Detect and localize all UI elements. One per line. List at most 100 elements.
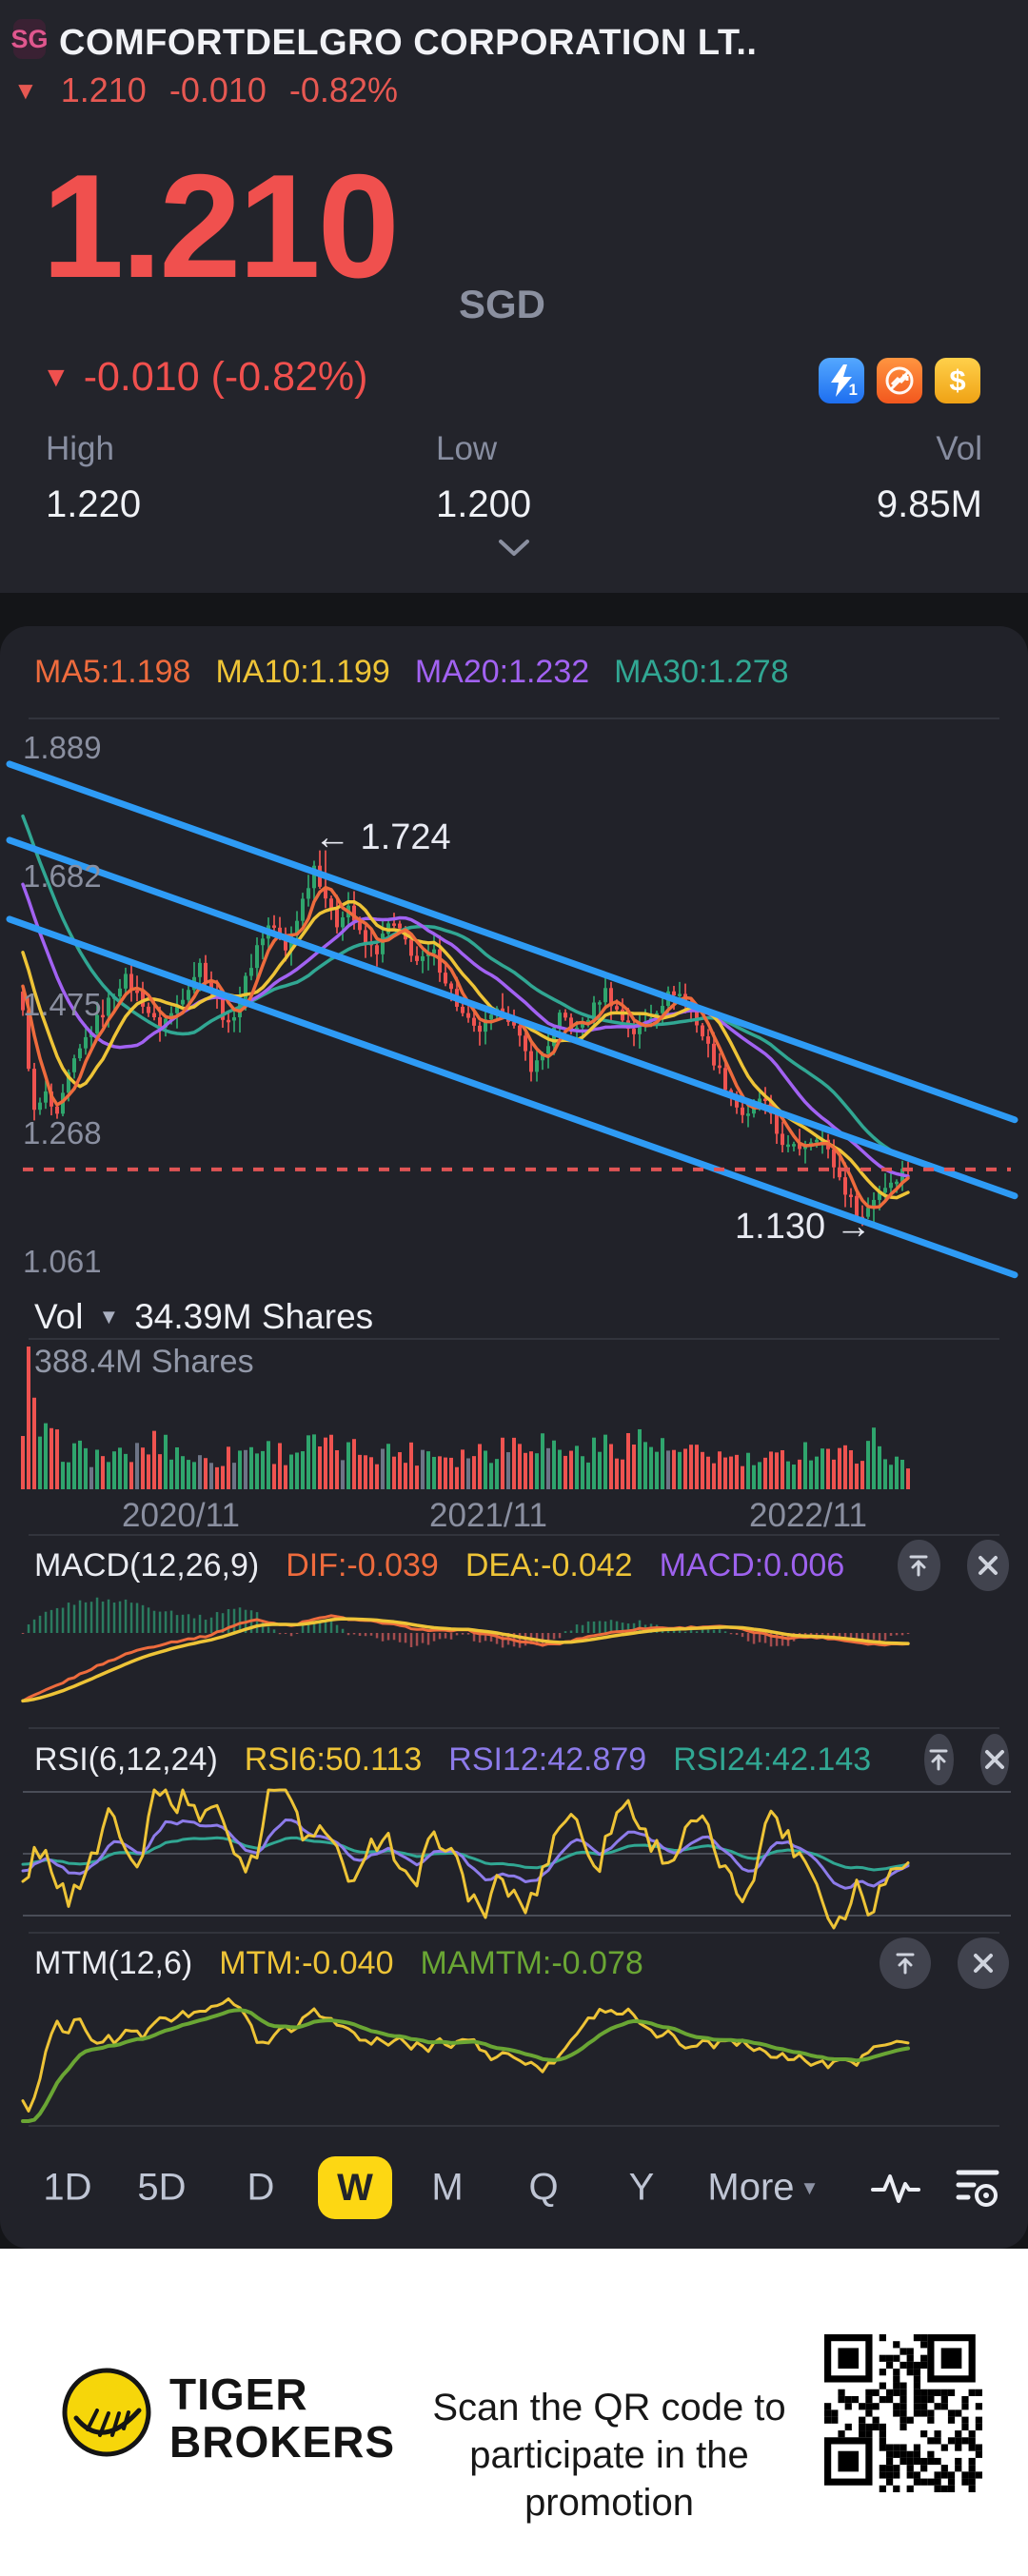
header-price: 1.210 — [60, 70, 147, 109]
low-label: Low — [436, 430, 498, 467]
collapse-up-icon — [929, 1749, 948, 1771]
rsi-name: RSI(6,12,24) — [34, 1740, 218, 1778]
mtm-value: MTM:-0.040 — [219, 1944, 394, 1981]
not-shortable-badge[interactable] — [877, 358, 922, 403]
brand-line2: BROKERS — [169, 2417, 396, 2467]
dollar-icon: $ — [949, 364, 966, 397]
stock-title: COMFORTDELGRO CORPORATION LT.. — [59, 23, 758, 63]
feature-badges: 1 $ — [819, 358, 980, 403]
close-mtm-button[interactable] — [958, 1937, 1009, 1989]
collapse-up-icon — [909, 1555, 928, 1577]
rsi12-value: RSI12:42.879 — [448, 1740, 647, 1778]
low-value: 1.200 — [436, 483, 532, 525]
volume-scale-label: 388.4M Shares — [34, 1344, 254, 1380]
brand-line1: TIGER — [169, 2370, 308, 2419]
ma30-legend: MA30:1.278 — [614, 653, 789, 690]
ma10-legend: MA10:1.199 — [215, 653, 390, 690]
tab-more[interactable]: More ▾ — [707, 2167, 815, 2210]
macd-chart-canvas[interactable] — [0, 1591, 1028, 1717]
tab-5d[interactable]: 5D — [137, 2166, 187, 2209]
mamtm-value: MAMTM:-0.078 — [420, 1944, 643, 1981]
macd-dea-value: DEA:-0.042 — [465, 1546, 633, 1583]
volume-chart[interactable]: 388.4M Shares — [0, 1342, 1028, 1494]
header-change: -0.010 — [168, 70, 267, 109]
mtm-name: MTM(12,6) — [34, 1944, 193, 1981]
price-change: ▼ -0.010 (-0.82%) — [42, 354, 367, 401]
price-chart[interactable]: 1.889 1.682 1.475 1.268 1.061 ← 1.724 1.130 → — [0, 721, 1028, 1292]
collapse-up-icon — [896, 1953, 915, 1975]
macd-header: MACD(12,26,9) DIF:-0.039 DEA:-0.042 MACD… — [34, 1538, 1009, 1593]
dollar-badge[interactable]: $ — [935, 358, 980, 403]
volume-header[interactable]: Vol ▼ 34.39M Shares — [34, 1297, 373, 1337]
time-axis-label: 2020/11 — [122, 1497, 240, 1534]
chart-style-button[interactable] — [871, 2169, 920, 2207]
divider — [29, 1534, 999, 1536]
pulse-line-icon — [871, 2174, 920, 2203]
price-axis-label: 1.061 — [23, 1244, 102, 1279]
expand-quote-button[interactable] — [498, 539, 530, 558]
header-change-pct: -0.82% — [288, 70, 398, 109]
collapse-macd-button[interactable] — [898, 1540, 940, 1591]
dropdown-triangle-icon: ▾ — [803, 2174, 816, 2201]
rsi6-value: RSI6:50.113 — [244, 1740, 423, 1778]
macd-dif-value: DIF:-0.039 — [286, 1546, 439, 1583]
volume-title: Vol — [34, 1297, 84, 1336]
high-label: High — [46, 430, 114, 467]
collapse-mtm-button[interactable] — [880, 1937, 931, 1989]
close-macd-button[interactable] — [966, 1540, 1009, 1591]
close-icon — [974, 1954, 993, 1973]
flash-order-badge[interactable]: 1 — [819, 358, 864, 403]
indicator-settings-icon — [956, 2170, 999, 2207]
price-axis-label: 1.889 — [23, 730, 102, 765]
promo-footer: TIGER BROKERS Scan the QR code to partic… — [0, 2249, 1028, 2576]
price-axis-label: 1.475 — [23, 987, 102, 1022]
rsi-header: RSI(6,12,24) RSI6:50.113 RSI12:42.879 RS… — [34, 1732, 1009, 1787]
time-axis: 2020/11 2021/11 2022/11 — [0, 1497, 1028, 1535]
vol-value: 9.85M — [876, 483, 982, 525]
price-axis-label: 1.268 — [23, 1115, 102, 1150]
change-text: -0.010 (-0.82%) — [83, 354, 368, 400]
ma5-legend: MA5:1.198 — [34, 653, 191, 690]
down-triangle-icon: ▼ — [13, 75, 38, 105]
qr-code — [824, 2334, 982, 2492]
tab-m[interactable]: M — [431, 2166, 464, 2209]
promo-text: Scan the QR code to participate in the p… — [381, 2384, 838, 2527]
divider — [29, 1338, 999, 1340]
flash-order-level: 1 — [848, 381, 858, 399]
tab-d[interactable]: D — [247, 2166, 275, 2209]
tab-q[interactable]: Q — [528, 2166, 559, 2209]
rsi-chart-canvas[interactable] — [0, 1787, 1028, 1943]
chevron-down-icon — [499, 540, 529, 556]
high-value: 1.220 — [46, 483, 142, 525]
ma20-legend: MA20:1.232 — [414, 653, 590, 690]
market-badge: SG — [11, 19, 49, 59]
promo-line2: participate in the promotion — [469, 2434, 749, 2524]
tab-1d[interactable]: 1D — [43, 2166, 92, 2209]
last-price: 1.210 — [42, 144, 400, 308]
currency-label: SGD — [459, 282, 546, 326]
chart-card: MA5:1.198 MA10:1.199 MA20:1.232 MA30:1.2… — [0, 626, 1028, 2249]
tab-w-selected[interactable]: W — [318, 2156, 392, 2219]
more-label: More — [707, 2166, 795, 2209]
macd-macd-value: MACD:0.006 — [659, 1546, 845, 1583]
dropdown-triangle-icon: ▼ — [98, 1305, 120, 1328]
promo-line1: Scan the QR code to — [432, 2387, 786, 2429]
down-triangle-icon: ▼ — [42, 361, 70, 393]
vol-label: Vol — [936, 430, 982, 467]
candlestick-chart-canvas[interactable] — [0, 721, 1028, 1292]
close-rsi-button[interactable] — [979, 1734, 1009, 1785]
macd-name: MACD(12,26,9) — [34, 1546, 260, 1583]
tab-y[interactable]: Y — [628, 2166, 655, 2209]
volume-chart-canvas[interactable] — [0, 1342, 1028, 1494]
lightning-icon — [831, 364, 852, 397]
indicator-settings-button[interactable] — [955, 2167, 1000, 2209]
mtm-header: MTM(12,6) MTM:-0.040 MAMTM:-0.078 — [34, 1936, 1009, 1991]
mtm-chart-canvas[interactable] — [0, 1989, 1028, 2124]
time-axis-label: 2022/11 — [749, 1497, 867, 1534]
divider — [29, 718, 999, 719]
time-axis-label: 2021/11 — [429, 1497, 547, 1534]
close-icon — [978, 1556, 998, 1575]
collapse-rsi-button[interactable] — [924, 1734, 954, 1785]
low-price-annotation: 1.130 → — [735, 1207, 872, 1247]
